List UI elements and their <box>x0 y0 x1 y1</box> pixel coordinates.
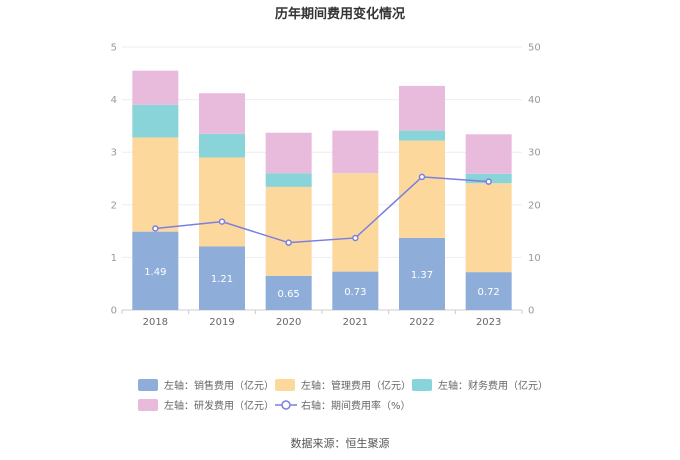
legend-swatch-icon <box>138 399 158 411</box>
legend-label: 左轴：财务费用（亿元） <box>438 379 548 392</box>
bar-rnd-2019 <box>199 93 245 134</box>
bar-admin-2018 <box>132 137 179 232</box>
rate-point-2018 <box>152 225 159 232</box>
bar-rnd-2022 <box>399 85 445 131</box>
rate-line <box>155 176 489 244</box>
bar-admin-2019 <box>199 157 245 247</box>
legend-item: 左轴：研发费用（亿元） <box>138 399 274 412</box>
bar-sales-2018 <box>132 231 179 310</box>
x-tick-label: 2020 <box>276 317 301 328</box>
bar-rnd-2021 <box>332 130 379 174</box>
bar-value-label: 0.65 <box>278 289 300 300</box>
legend-swatch-icon <box>138 379 158 391</box>
rate-point-2019 <box>218 218 226 225</box>
bar-sales-2019 <box>199 246 245 310</box>
legend-label: 左轴：销售费用（亿元） <box>164 379 274 392</box>
left-tick-label: 1 <box>111 253 117 264</box>
bar-admin-2020 <box>265 186 312 276</box>
bar-rnd-2023 <box>465 134 512 174</box>
right-tick-label: 0 <box>528 306 534 317</box>
bar-finance-2019 <box>199 133 245 158</box>
legend-swatch-icon <box>412 379 432 391</box>
rate-point-2021 <box>352 234 359 242</box>
bar-sales-2020 <box>265 275 312 310</box>
bar-value-label: 1.37 <box>411 270 433 281</box>
bar-finance-2022 <box>399 130 445 141</box>
right-tick-label: 20 <box>528 200 541 211</box>
bar-admin-2023 <box>465 183 512 273</box>
right-tick-label: 10 <box>528 253 541 264</box>
legend-item: 左轴：财务费用（亿元） <box>412 379 548 392</box>
legend-label: 右轴：期间费用率（%） <box>301 399 411 412</box>
grid <box>122 46 522 311</box>
x-tick-label: 2023 <box>476 317 501 328</box>
bar-rnd-2020 <box>265 132 312 174</box>
legend-item: 右轴：期间费用率（%） <box>275 399 411 412</box>
right-tick-label: 40 <box>528 95 541 106</box>
x-tick-label: 2022 <box>409 317 434 328</box>
expense-rate-line <box>152 173 492 246</box>
rate-point-2022 <box>418 173 426 181</box>
right-tick-label: 50 <box>528 43 541 54</box>
right-tick-label: 30 <box>528 148 541 159</box>
bar-admin-2021 <box>332 173 379 272</box>
x-tick-label: 2018 <box>143 317 168 328</box>
left-axis: 0 1 2 3 4 5 <box>111 43 117 317</box>
legend-marker-icon <box>281 400 291 410</box>
right-axis: 0 10 20 30 40 50 <box>528 43 541 317</box>
legend-item: 左轴：销售费用（亿元） <box>138 379 274 392</box>
bar-value-label: 1.49 <box>144 267 166 278</box>
bar-value-label: 0.72 <box>478 287 500 298</box>
x-tick-label: 2019 <box>209 317 234 328</box>
source-note: 数据来源：恒生聚源 <box>291 436 390 450</box>
rate-point-2023 <box>485 178 492 185</box>
left-tick-label: 2 <box>111 200 117 211</box>
bars <box>132 70 512 310</box>
left-tick-label: 5 <box>111 43 117 54</box>
legend: 左轴：销售费用（亿元） 左轴：管理费用（亿元） 左轴：财务费用（亿元） 左轴：研发费用… <box>138 379 548 412</box>
bar-value-label: 1.21 <box>211 274 233 285</box>
bar-sales-2021 <box>332 271 379 310</box>
x-tick-label: 2021 <box>343 317 368 328</box>
bar-value-label: 0.73 <box>344 287 366 298</box>
bar-sales-2022 <box>399 237 445 310</box>
bar-finance-2018 <box>132 104 179 138</box>
chart-title: 历年期间费用变化情况 <box>275 6 405 22</box>
left-tick-label: 3 <box>111 148 117 159</box>
bar-labels: 1.49 1.21 0.65 0.73 1.37 0.72 <box>144 267 500 300</box>
bar-admin-2022 <box>399 140 445 238</box>
rate-point-2020 <box>285 239 292 246</box>
legend-label: 左轴：研发费用（亿元） <box>164 399 274 412</box>
bar-sales-2023 <box>465 272 512 310</box>
bar-rnd-2018 <box>132 70 179 105</box>
left-tick-label: 0 <box>111 306 117 317</box>
legend-item: 左轴：管理费用（亿元） <box>275 379 411 392</box>
legend-swatch-icon <box>275 379 295 391</box>
left-tick-label: 4 <box>111 95 117 106</box>
legend-label: 左轴：管理费用（亿元） <box>301 379 411 392</box>
bar-finance-2020 <box>265 173 312 187</box>
x-axis: 2018 2019 2020 2021 2022 2023 <box>121 310 523 328</box>
